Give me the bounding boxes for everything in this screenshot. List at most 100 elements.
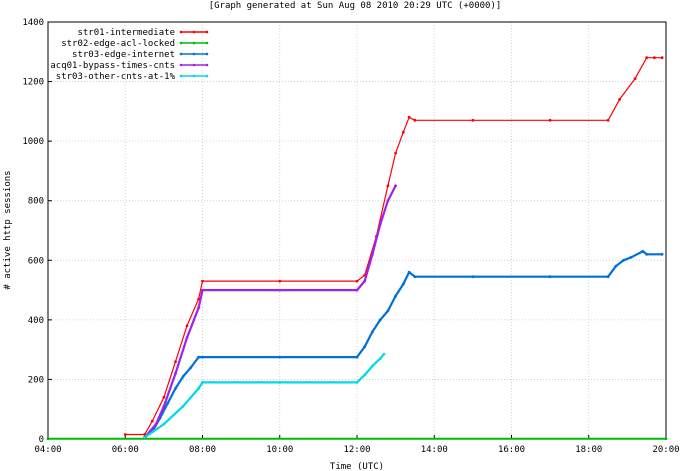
data-point (407, 270, 411, 274)
series-str01-intermediate (123, 56, 664, 436)
series-line (143, 250, 663, 439)
data-point (378, 318, 382, 322)
data-point (618, 98, 621, 101)
data-point (371, 330, 374, 334)
data-point (641, 249, 645, 253)
y-tick-label: 1200 (22, 78, 44, 88)
legend-label: str02-edge-acl-locked (61, 39, 175, 49)
data-point (548, 118, 552, 122)
data-point (197, 306, 201, 310)
data-point (606, 118, 610, 122)
data-point (46, 437, 50, 441)
data-point (378, 357, 382, 360)
y-tick-label: 0 (39, 435, 44, 445)
data-point (181, 404, 185, 408)
data-point (471, 118, 475, 122)
legend-swatch-point (179, 52, 183, 56)
data-point (413, 275, 417, 279)
data-point (371, 252, 374, 256)
chart-title: [Graph generated at Sun Aug 08 2010 20:2… (209, 1, 502, 11)
y-tick-label: 1400 (22, 18, 44, 28)
series-line (143, 353, 385, 439)
legend-label: str03-other-cnts-at-1% (56, 72, 176, 82)
grid-lines (48, 22, 666, 439)
data-point (382, 352, 386, 356)
legend-swatch-point (192, 74, 196, 78)
x-axis-label: Time (UTC) (330, 462, 384, 471)
legend-swatch-point (192, 30, 196, 34)
legend-swatch-point (179, 63, 183, 67)
series-str03-edge-internet (143, 249, 664, 439)
legend-swatch-point (205, 63, 209, 67)
data-point (278, 355, 282, 359)
data-point (355, 381, 359, 384)
data-point (386, 309, 390, 313)
data-point (645, 252, 649, 256)
data-point (143, 436, 147, 439)
data-point (622, 258, 625, 262)
data-point (645, 56, 649, 60)
data-point (201, 355, 204, 359)
x-tick-label: 04:00 (34, 445, 61, 455)
data-point (162, 404, 166, 408)
data-point (355, 355, 359, 359)
x-tick-label: 20:00 (652, 445, 679, 455)
legend-label: str01-intermediate (77, 28, 175, 38)
legend-swatch-point (192, 41, 196, 45)
data-point (653, 56, 656, 60)
data-point (633, 77, 637, 80)
data-point (278, 381, 282, 384)
data-point (378, 223, 382, 226)
data-point (154, 422, 158, 426)
y-tick-label: 800 (28, 197, 44, 207)
series-acq01-bypass-times-cnts (143, 184, 397, 439)
legend-swatch-point (205, 74, 209, 78)
x-tick-label: 10:00 (266, 445, 293, 455)
data-point (201, 381, 204, 384)
data-point (394, 151, 397, 155)
x-tick-label: 12:00 (343, 445, 370, 455)
legend: str01-intermediatestr02-edge-acl-lockeds… (50, 28, 209, 82)
series-str03-other-cnts-at-1% (143, 352, 386, 439)
series-lines (46, 56, 668, 441)
legend-swatch-point (205, 41, 209, 45)
legend-label: str03-edge-internet (72, 50, 175, 60)
data-point (660, 252, 664, 256)
data-point (278, 288, 282, 292)
data-point (174, 360, 177, 363)
data-point (123, 433, 127, 436)
data-point (150, 419, 154, 423)
x-tick-label: 16:00 (498, 445, 525, 455)
y-tick-label: 1000 (22, 137, 44, 147)
series-str02-edge-acl-locked (46, 437, 668, 441)
data-point (413, 118, 417, 122)
legend-swatch-point (205, 52, 209, 56)
data-point (606, 275, 610, 279)
y-tick-label: 400 (28, 316, 44, 326)
data-point (401, 282, 405, 286)
data-point (363, 279, 367, 283)
y-tick-label: 200 (28, 375, 44, 385)
legend-swatch-point (179, 74, 183, 78)
data-point (185, 336, 189, 340)
data-point (548, 275, 552, 279)
y-tick-label: 600 (28, 256, 44, 266)
data-point (174, 372, 177, 375)
legend-label: acq01-bypass-times-cnts (50, 61, 175, 71)
data-point (660, 56, 664, 60)
data-point (162, 395, 166, 399)
x-tick-label: 14:00 (421, 445, 448, 455)
data-point (197, 387, 201, 390)
data-point (401, 130, 405, 134)
data-point (162, 422, 166, 426)
series-line (143, 185, 397, 439)
data-point (201, 279, 204, 283)
data-point (197, 355, 201, 359)
data-point (181, 375, 185, 378)
data-point (407, 115, 411, 119)
x-tick-label: 06:00 (112, 445, 139, 455)
data-point (363, 345, 367, 349)
data-point (355, 279, 359, 283)
data-point (363, 373, 367, 377)
